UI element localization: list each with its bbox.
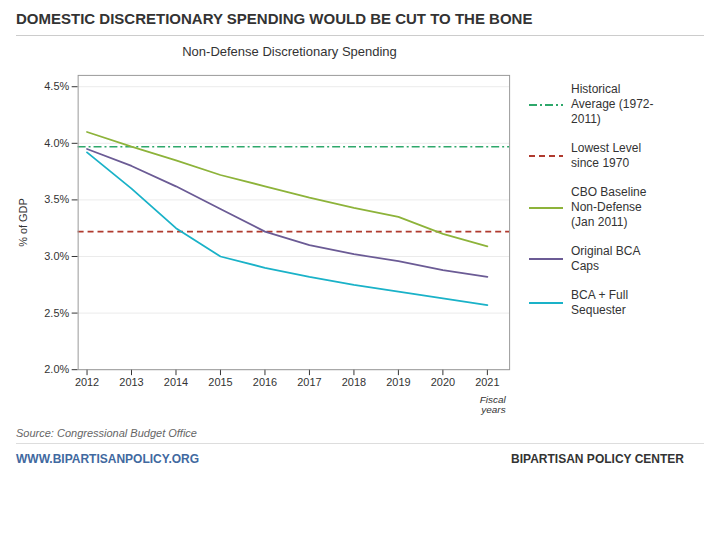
html-text:Historical Average (1972- 2011: Historical Average (1972- 2011) bbox=[571, 82, 654, 126]
svg-text:2021: 2021 bbox=[475, 376, 499, 388]
svg-text:2018: 2018 bbox=[342, 376, 366, 388]
svg-text:2019: 2019 bbox=[386, 376, 410, 388]
html-text:CBO Baseline Non-Defense (Jan: CBO Baseline Non-Defense (Jan 2011) bbox=[571, 185, 647, 229]
svg-text:3.5%: 3.5% bbox=[44, 193, 69, 205]
svg-text:2017: 2017 bbox=[297, 376, 321, 388]
html-text:Original BCA Caps: Original BCA Caps bbox=[571, 244, 641, 273]
svg-text:2.0%: 2.0% bbox=[44, 363, 69, 375]
svg-text:2013: 2013 bbox=[119, 376, 143, 388]
html-text:WWW.BIPARTISANPOLICY.ORG: WWW.BIPARTISANPOLICY.ORG bbox=[16, 451, 200, 466]
svg-text:Fiscalyears: Fiscalyears bbox=[480, 394, 507, 415]
html-text:BCA + Full Sequester: BCA + Full Sequester bbox=[571, 288, 629, 317]
svg-text:2015: 2015 bbox=[208, 376, 232, 388]
svg-text:% of GDP: % of GDP bbox=[17, 198, 29, 247]
svg-text:2016: 2016 bbox=[253, 376, 277, 388]
svg-text:3.0%: 3.0% bbox=[44, 250, 69, 262]
svg-text:4.0%: 4.0% bbox=[44, 137, 69, 149]
html-text:Non-Defense Discretionary Spen: Non-Defense Discretionary Spending bbox=[182, 44, 397, 59]
svg-text:2014: 2014 bbox=[164, 376, 188, 388]
svg-text:2012: 2012 bbox=[75, 376, 99, 388]
svg-text:2020: 2020 bbox=[431, 376, 455, 388]
html-text:DOMESTIC DISCRETIONARY SPENDIN: DOMESTIC DISCRETIONARY SPENDING WOULD BE… bbox=[16, 10, 533, 27]
html-text:Source: Congressional Budget O: Source: Congressional Budget Office bbox=[16, 426, 197, 439]
svg-text:4.5%: 4.5% bbox=[44, 80, 69, 92]
svg-text:2.5%: 2.5% bbox=[44, 307, 69, 319]
html-text:BIPARTISAN POLICY CENTER: BIPARTISAN POLICY CENTER bbox=[511, 451, 684, 466]
html-text:Lowest Level since 1970: Lowest Level since 1970 bbox=[571, 141, 642, 170]
